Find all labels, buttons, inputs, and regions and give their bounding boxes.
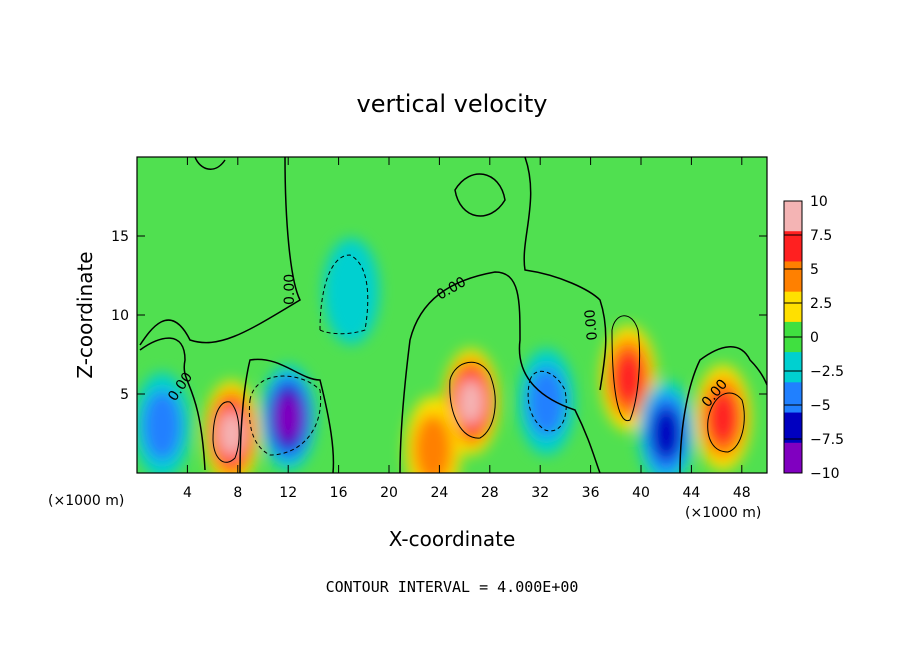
- x-tick-label: 32: [531, 485, 549, 501]
- x-tick-label: 12: [279, 485, 297, 501]
- colorbar-swatch: [784, 352, 802, 383]
- field-blob: [707, 390, 739, 445]
- colorbar-swatch: [784, 261, 802, 293]
- x-tick-label: 4: [183, 485, 192, 501]
- x-tick-label: 8: [233, 485, 242, 501]
- colorbar-tick-label: 2.5: [810, 296, 832, 312]
- x-tick-label: 20: [380, 485, 398, 501]
- colorbar-tick-label: 0: [810, 330, 819, 346]
- contour-line: [239, 358, 335, 473]
- contour-line: [527, 370, 567, 432]
- y-tick-label: 10: [111, 308, 129, 324]
- field-blob: [650, 406, 682, 461]
- y-axis-label: Z-coordinate: [73, 251, 97, 378]
- colorbar-tick-label: −5: [810, 398, 831, 414]
- negative-contours: [248, 254, 567, 456]
- contour-line: [707, 392, 745, 453]
- chart-title: vertical velocity: [357, 90, 548, 118]
- colorbar-swatch: [784, 291, 802, 323]
- field-blob: [612, 350, 644, 406]
- colorbar-swatch: [784, 201, 802, 232]
- x-tick-label: 44: [682, 485, 700, 501]
- contour-line: [611, 315, 641, 422]
- contour-interval-note: CONTOUR INTERVAL = 4.000E+00: [326, 578, 579, 596]
- x-unit-label-left: (×1000 m): [48, 493, 124, 509]
- x-tick-label: 48: [733, 485, 751, 501]
- colorbar-tick-label: 5: [810, 262, 819, 278]
- y-tick-label: 15: [111, 229, 129, 245]
- colorbar-swatch: [784, 231, 802, 262]
- contour-label: 0.00: [582, 309, 601, 341]
- contour-line: [139, 157, 301, 346]
- x-unit-label-right: (×1000 m): [685, 505, 761, 521]
- field-blob: [413, 414, 453, 473]
- field-blobs: [137, 238, 751, 473]
- positive-contours: [212, 315, 745, 463]
- contour-line: [454, 173, 506, 217]
- zero-contours: [139, 157, 767, 473]
- x-tick-label: 16: [330, 485, 348, 501]
- colorbar-swatch: [784, 412, 802, 444]
- contour-line: [212, 401, 240, 463]
- contour-line: [139, 337, 206, 471]
- colorbar-tick-label: −10: [810, 466, 840, 482]
- x-tick-label: 36: [582, 485, 600, 501]
- colorbar-tick-label: 10: [810, 194, 828, 210]
- field-blob: [457, 378, 485, 425]
- x-tick-label: 40: [632, 485, 650, 501]
- contour-line: [399, 271, 601, 473]
- contour-line: [248, 375, 322, 456]
- field-blob: [527, 366, 566, 437]
- x-axis-label: X-coordinate: [389, 527, 516, 551]
- contour-line: [194, 157, 226, 170]
- field-blob: [323, 238, 380, 345]
- colorbar-tick-label: 7.5: [810, 228, 832, 244]
- x-tick-label: 24: [430, 485, 448, 501]
- contour-label: 0.00: [282, 274, 298, 305]
- x-tick-label: 28: [481, 485, 499, 501]
- contour-line: [449, 361, 496, 439]
- colorbar-swatch: [784, 382, 802, 414]
- colorbar-swatch: [784, 442, 802, 474]
- contour-line: [523, 157, 607, 391]
- colorbar: 10 7.5 5 2.5 0 −2.5 −5 −7.5 −10: [783, 194, 844, 482]
- y-tick-label: 5: [120, 387, 129, 403]
- velocity-field: [137, 238, 751, 473]
- contour-line: [319, 254, 369, 335]
- field-blob: [274, 394, 302, 441]
- field-blob: [143, 390, 182, 461]
- contour-line: [679, 346, 767, 473]
- colorbar-tick-label: −2.5: [810, 364, 844, 380]
- colorbar-tick-label: −7.5: [810, 432, 844, 448]
